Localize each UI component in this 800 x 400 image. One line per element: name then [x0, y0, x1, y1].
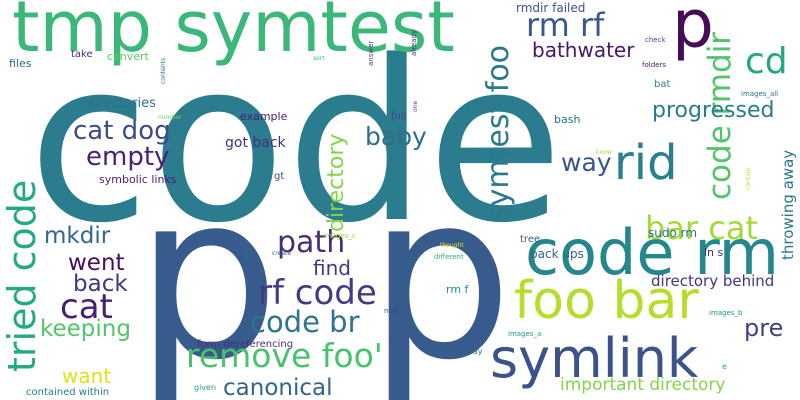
word-remove-foo: remove foo'	[186, 336, 383, 375]
word-code: code	[28, 14, 564, 272]
word-progressed: progressed	[652, 98, 775, 123]
word-number: number	[158, 114, 182, 121]
word-p-large-left: p	[135, 144, 280, 400]
word-cd: cd	[745, 41, 788, 82]
word-back-ups: back ups	[530, 247, 584, 261]
word-different: different	[434, 253, 464, 261]
word-full: full	[391, 111, 407, 122]
word-know: know	[596, 149, 612, 156]
word-cat-dog: cat dog	[73, 116, 171, 146]
word-files: files	[9, 57, 32, 70]
word-canonical: canonical	[223, 375, 333, 400]
word-code-br: code br	[250, 305, 360, 339]
word-p-large-right: p	[368, 144, 513, 400]
word-cat: cat	[60, 287, 113, 327]
word-contained-within: contained within	[26, 387, 110, 398]
word-tree: tree	[520, 234, 541, 245]
word-check: check	[645, 36, 666, 44]
word-gt: gt	[274, 171, 285, 182]
word-convert: convert	[107, 50, 149, 63]
word-pre: pre	[744, 314, 784, 342]
word-rm-rf: rm rf	[526, 6, 605, 44]
word-folders: folders	[642, 61, 666, 69]
word-tried-code: tried code	[0, 179, 44, 372]
word-foo-bar: foo bar	[514, 271, 699, 331]
word-tmp-symtest: tmp symtest	[12, 0, 455, 68]
word-p-small: p	[672, 0, 714, 63]
word-may: may	[465, 347, 483, 356]
word-sudo-rm: sudo rm	[648, 226, 698, 240]
word-answer: answer	[367, 40, 375, 66]
word-empty: empty	[86, 142, 170, 172]
word-contain: contain	[745, 167, 752, 190]
word-contents: contents	[160, 57, 167, 84]
word-sort: sort	[313, 55, 325, 62]
word-feeling: feeling	[243, 241, 250, 262]
word-baby: baby	[365, 122, 427, 151]
word-e: e	[722, 362, 727, 371]
word-bathwater: bathwater	[532, 38, 635, 62]
word-given: given	[194, 383, 217, 392]
word-symlink: symlink	[490, 327, 699, 390]
word-back: back	[73, 271, 128, 297]
word-rid: rid	[614, 135, 678, 191]
word-rf-code: rf code	[258, 273, 377, 313]
word-important-directory: important directory	[560, 375, 726, 395]
word-rmdir-failed: rmdir failed	[516, 1, 586, 15]
word-example: example	[240, 110, 288, 123]
word-symbolic-links: symbolic links	[99, 173, 177, 186]
word-ln-s: ln s	[704, 246, 724, 259]
word-throwing-away: throwing away	[779, 149, 797, 260]
word-bar-cat: bar cat	[645, 209, 758, 247]
word-rm-f: rm f	[446, 283, 469, 296]
word-one: one	[412, 100, 419, 112]
word-find: find	[313, 256, 351, 280]
word-images-a: images_a	[508, 330, 542, 338]
word-images-c: images_c	[323, 232, 356, 240]
word-bash: bash	[554, 113, 581, 126]
word-thought: thought	[440, 242, 464, 249]
word-form-dereferencing: form dereferencing	[197, 339, 294, 350]
word-symtest-foo: symtest foo	[481, 44, 516, 222]
word-take: take	[71, 49, 93, 60]
word-path: path	[277, 225, 346, 260]
word-code-rm: code rm	[525, 216, 780, 289]
word-keeping: keeping	[40, 316, 131, 342]
word-got-back: got back	[225, 135, 286, 151]
word-mkdir: mkdir	[44, 223, 111, 249]
word-way: way	[561, 148, 612, 177]
word-new: new	[384, 307, 399, 315]
word-directory: directory	[324, 133, 349, 232]
word-went: went	[68, 250, 125, 276]
word-already: already	[410, 29, 418, 56]
word-bat: bat	[654, 79, 671, 90]
word-images-b: images_b	[709, 309, 743, 317]
word-directories: directories	[87, 96, 156, 111]
word-directory-behind: directory behind	[651, 272, 775, 290]
word-create: create	[272, 250, 292, 257]
word-want: want	[62, 364, 112, 388]
word-images-all: images_all	[741, 90, 779, 98]
